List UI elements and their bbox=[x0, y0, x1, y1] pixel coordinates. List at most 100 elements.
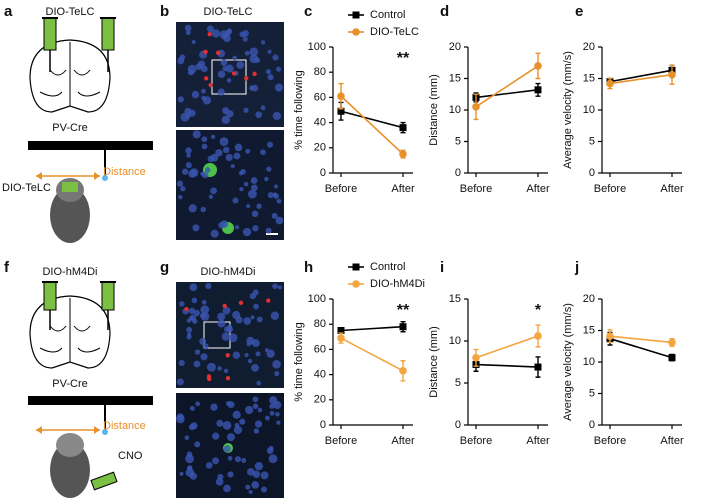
x-tick-label: Before bbox=[594, 435, 626, 447]
cell bbox=[266, 298, 271, 303]
y-axis-label: Distance (mm) bbox=[428, 326, 440, 398]
cell bbox=[233, 152, 241, 160]
y-tick-label: 20 bbox=[314, 394, 326, 406]
y-axis-label: % time following bbox=[293, 70, 305, 149]
cell bbox=[217, 88, 225, 96]
cell bbox=[254, 420, 263, 428]
cell bbox=[187, 69, 194, 76]
cell bbox=[180, 186, 186, 192]
cell bbox=[212, 432, 220, 440]
cell bbox=[184, 435, 190, 440]
cell bbox=[252, 289, 259, 296]
series-line bbox=[475, 65, 539, 108]
cell bbox=[216, 50, 221, 56]
panel-label: h bbox=[304, 259, 313, 276]
cell bbox=[187, 332, 192, 337]
legend-label: DIO-hM4Di bbox=[370, 278, 425, 290]
cell bbox=[253, 303, 259, 310]
cell bbox=[192, 130, 201, 139]
cell bbox=[255, 111, 263, 119]
x-tick-label: After bbox=[526, 183, 550, 195]
legend-marker bbox=[352, 11, 360, 19]
cell bbox=[178, 194, 183, 200]
y-tick-label: 20 bbox=[583, 41, 595, 53]
cell bbox=[252, 403, 259, 410]
marker bbox=[534, 86, 542, 94]
marker bbox=[534, 363, 542, 371]
cell bbox=[247, 468, 255, 476]
cell bbox=[225, 353, 230, 358]
cell bbox=[227, 455, 233, 461]
cell bbox=[274, 83, 284, 92]
marker bbox=[606, 332, 614, 340]
cell bbox=[211, 29, 221, 38]
y-tick-label: 5 bbox=[455, 377, 461, 389]
cell bbox=[234, 422, 240, 428]
cell bbox=[203, 76, 209, 81]
cell bbox=[274, 370, 280, 377]
cell bbox=[234, 143, 243, 152]
series-line bbox=[475, 363, 539, 368]
cell bbox=[178, 359, 185, 367]
x-tick-label: After bbox=[391, 183, 415, 195]
cell bbox=[210, 403, 218, 411]
cell bbox=[207, 362, 216, 372]
y-tick-label: 40 bbox=[314, 369, 326, 381]
series-line bbox=[609, 69, 673, 83]
cell bbox=[230, 164, 235, 169]
cell bbox=[192, 224, 200, 232]
cell bbox=[188, 307, 196, 315]
cell bbox=[277, 285, 282, 290]
cell bbox=[252, 396, 259, 403]
marker bbox=[399, 323, 407, 331]
y-tick-label: 20 bbox=[314, 142, 326, 154]
cell bbox=[189, 283, 198, 292]
marker bbox=[668, 338, 676, 347]
cell bbox=[220, 59, 228, 66]
cell bbox=[266, 447, 274, 455]
panel-label: i bbox=[440, 259, 444, 276]
x-tick-label: Before bbox=[594, 183, 626, 195]
y-tick-label: 10 bbox=[583, 104, 595, 116]
cell bbox=[212, 457, 219, 465]
cell bbox=[251, 363, 259, 372]
cell bbox=[269, 410, 275, 416]
cell bbox=[228, 333, 238, 343]
cell bbox=[244, 405, 254, 415]
cell bbox=[276, 198, 282, 204]
marker bbox=[399, 124, 407, 132]
cell bbox=[179, 471, 184, 476]
cell bbox=[217, 70, 226, 79]
cell bbox=[186, 153, 191, 158]
cell bbox=[191, 297, 198, 304]
y-tick-label: 10 bbox=[449, 104, 461, 116]
cell bbox=[197, 60, 206, 68]
cell bbox=[186, 326, 193, 333]
y-tick-label: 20 bbox=[583, 293, 595, 305]
cell bbox=[185, 30, 191, 36]
x-tick-label: Before bbox=[325, 183, 357, 195]
marker bbox=[399, 150, 407, 158]
cell bbox=[210, 187, 217, 195]
cell bbox=[206, 25, 214, 33]
y-tick-label: 10 bbox=[583, 356, 595, 368]
y-tick-label: 0 bbox=[320, 167, 326, 179]
cell bbox=[243, 317, 252, 325]
cell bbox=[202, 96, 212, 105]
cell bbox=[255, 351, 261, 357]
y-tick-label: 0 bbox=[320, 419, 326, 431]
label: PV-Cre bbox=[52, 378, 87, 390]
cell bbox=[265, 227, 272, 234]
cell bbox=[245, 484, 251, 490]
cell bbox=[222, 420, 232, 430]
cell bbox=[272, 359, 281, 369]
cell bbox=[176, 180, 184, 187]
cell bbox=[261, 486, 268, 493]
cell bbox=[244, 76, 249, 81]
cell bbox=[185, 468, 195, 477]
cell bbox=[206, 376, 212, 382]
cell bbox=[188, 204, 197, 213]
cell bbox=[205, 282, 212, 290]
cell bbox=[231, 71, 237, 76]
y-tick-label: 5 bbox=[589, 387, 595, 399]
